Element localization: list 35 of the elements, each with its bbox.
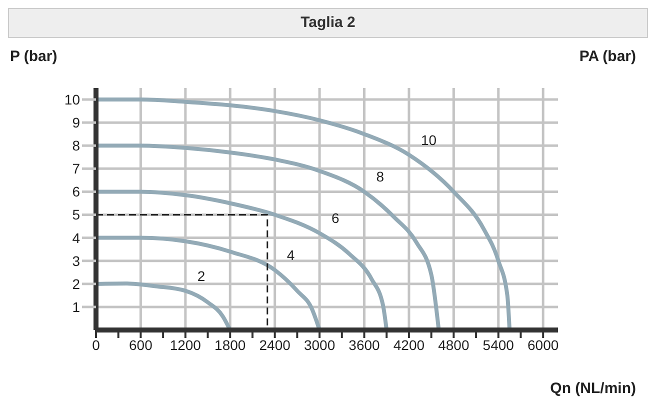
y-tick-label: 8 xyxy=(72,138,80,154)
y-tick-label: 3 xyxy=(72,252,80,269)
line-series xyxy=(96,98,512,330)
x-tick-label: 0 xyxy=(92,336,100,353)
x-tick-label: 4200 xyxy=(393,336,425,353)
x-axis-title: Qn (NL/min) xyxy=(550,380,636,397)
line-series xyxy=(96,144,441,330)
x-tick-label: 5400 xyxy=(482,336,514,353)
x-tick-label: 3600 xyxy=(348,336,380,353)
series-label: 6 xyxy=(332,210,340,226)
y-tick-label: 9 xyxy=(72,114,80,131)
series-label: 10 xyxy=(420,132,437,148)
x-tick-label: 1200 xyxy=(170,336,202,353)
x-tick-label: 2400 xyxy=(259,336,291,353)
y-tick-label: 6 xyxy=(72,184,80,200)
y-tick-label: 5 xyxy=(72,206,80,223)
x-tick-label: 3000 xyxy=(304,336,336,353)
y-tick-label: 7 xyxy=(72,160,80,177)
y-tick-label: 10 xyxy=(64,91,80,108)
y-axis-title: P (bar) xyxy=(10,48,58,65)
x-tick-label: 6000 xyxy=(528,336,559,353)
y-tick-label: 1 xyxy=(72,298,80,315)
series-label: 4 xyxy=(286,247,295,264)
chart-title: Taglia 2 xyxy=(8,8,648,38)
line-series xyxy=(96,281,232,330)
line-series xyxy=(96,190,389,330)
x-tick-label: 1800 xyxy=(214,336,246,353)
series-label: 8 xyxy=(376,168,384,185)
line-series xyxy=(96,236,322,330)
series-label: 2 xyxy=(197,268,206,284)
y2-axis-title: PA (bar) xyxy=(579,48,636,65)
y-tick-label: 2 xyxy=(72,276,80,292)
x-tick-label: 600 xyxy=(129,336,153,353)
x-tick-label: 4800 xyxy=(438,336,470,353)
y-tick-label: 4 xyxy=(72,230,80,246)
